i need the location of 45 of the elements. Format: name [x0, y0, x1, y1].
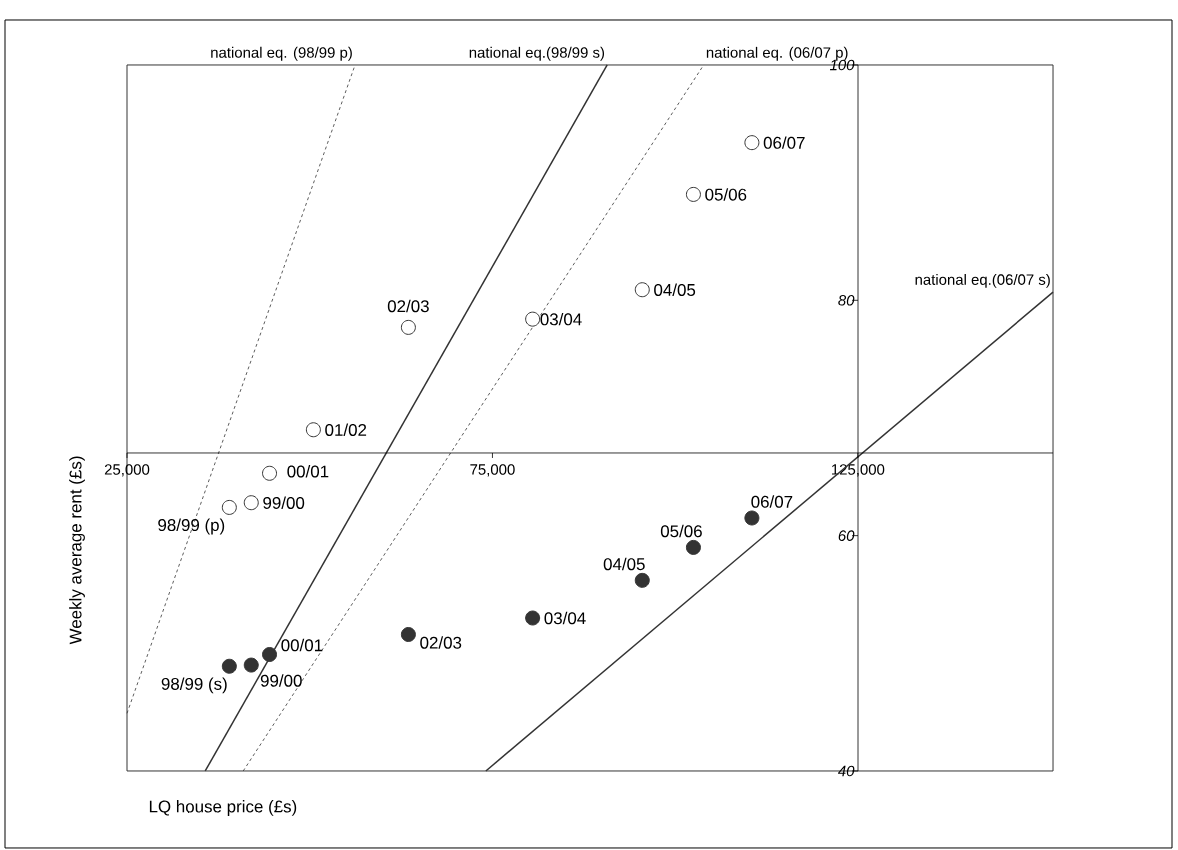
- point: [525, 311, 541, 327]
- annotation: 99/00: [260, 674, 302, 687]
- annotation: 06/07: [751, 495, 793, 508]
- point: [685, 539, 701, 555]
- x-tick-label: 75,000: [470, 464, 515, 477]
- point: [400, 319, 416, 335]
- y-tick-label: 60: [838, 530, 855, 541]
- x-axis-title: LQ house price (£s): [149, 800, 297, 816]
- annotation: 03/04: [540, 312, 582, 326]
- point: [744, 135, 760, 151]
- annotation: 05/06: [660, 524, 702, 538]
- point: [525, 610, 541, 626]
- series-label: national eq. (98/99 p): [211, 46, 352, 61]
- point: [744, 510, 760, 526]
- annotation: 03/04: [544, 611, 586, 625]
- point: [243, 495, 259, 511]
- annotation: 98/99 (s): [161, 677, 227, 694]
- point: [634, 572, 650, 588]
- y-axis-title: Weekly average rent (£s): [69, 456, 85, 645]
- x-tick-label: 25,000: [104, 464, 150, 477]
- annotation: 01/02: [325, 423, 367, 436]
- series-label: national eq.(06/07 s): [915, 273, 1050, 288]
- annotation: 02/03: [387, 299, 429, 313]
- point: [685, 186, 701, 202]
- annotation: 98/99 (p): [158, 518, 225, 535]
- point: [221, 658, 237, 674]
- annotation: 00/01: [281, 638, 323, 652]
- annotation: 05/06: [705, 188, 747, 201]
- annotation: 04/05: [603, 557, 645, 571]
- annotation: 04/05: [654, 283, 696, 296]
- point: [243, 657, 259, 673]
- point: [221, 499, 237, 515]
- annotation: 06/07: [763, 136, 805, 149]
- point: [400, 626, 416, 642]
- point: [262, 646, 278, 662]
- y-tick-label: 40: [837, 765, 855, 777]
- point: [305, 422, 321, 438]
- series-label: national eq.(98/99 s): [469, 46, 605, 61]
- annotation: 99/00: [263, 496, 305, 509]
- y-tick-label: 100: [829, 59, 855, 71]
- y-tick-label: 80: [838, 295, 855, 306]
- annotation: 00/01: [287, 465, 329, 478]
- point: [262, 465, 278, 481]
- annotation: 02/03: [420, 636, 462, 649]
- point: [634, 282, 650, 298]
